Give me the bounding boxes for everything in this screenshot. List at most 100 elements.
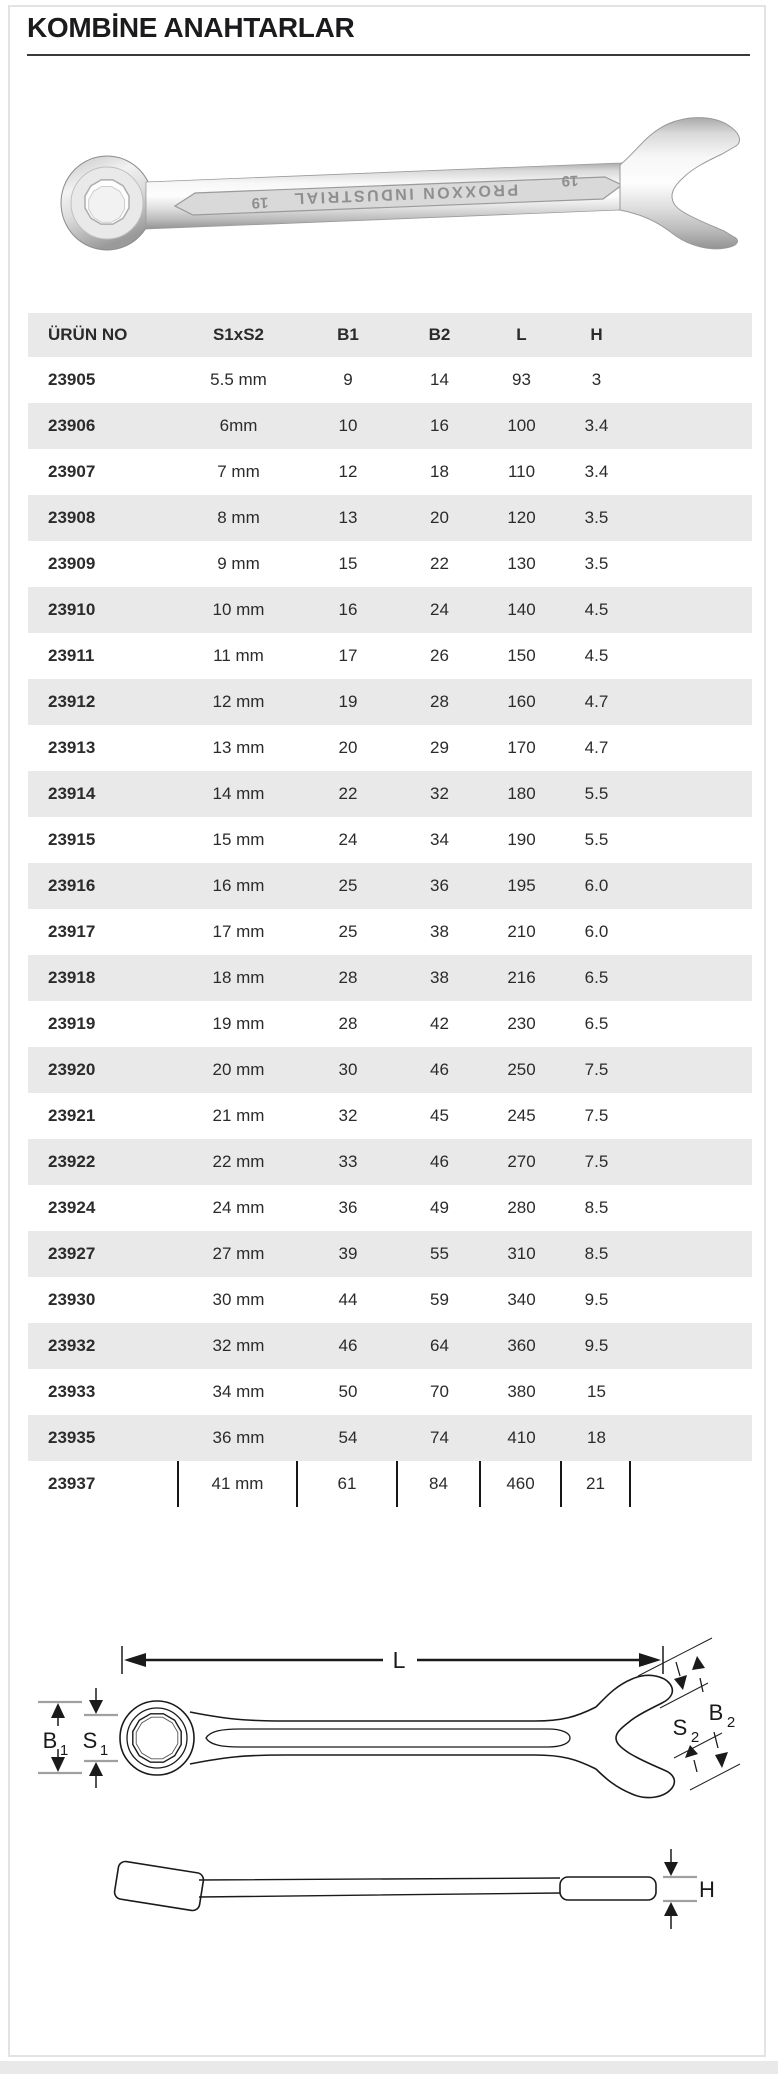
table-cell-filler xyxy=(631,1139,752,1185)
table-row: 23921 21 mm 32 45 245 7.5 xyxy=(28,1093,752,1139)
table-cell: 24 mm xyxy=(212,1198,265,1217)
table-cell: 9 mm xyxy=(217,554,260,573)
table-cell: 22 xyxy=(338,784,358,803)
table-cell: 30 xyxy=(338,1060,358,1079)
table-cell-filler xyxy=(631,909,752,955)
dimension-diagrams: L B 1 S 1 S 2 xyxy=(38,1637,741,1929)
table-cell: 19 xyxy=(338,692,358,711)
page-bottom-strip xyxy=(0,2061,778,2074)
table-cell: 13 mm xyxy=(212,738,265,757)
table-cell: 23935 xyxy=(48,1428,96,1447)
table-cell: 3.4 xyxy=(584,462,609,481)
table-cell: 61 xyxy=(298,1461,398,1507)
table-cell: 23918 xyxy=(48,968,96,987)
table-cell-filler xyxy=(631,1231,752,1277)
table-cell-filler xyxy=(631,1369,752,1415)
dim-L-label: L xyxy=(393,1647,406,1673)
table-cell: 100 xyxy=(507,416,536,435)
table-row: 23935 36 mm 54 74 410 18 xyxy=(28,1415,752,1461)
table-cell: 180 xyxy=(507,784,536,803)
table-cell-filler xyxy=(631,679,752,725)
table-cell: 5.5 xyxy=(584,784,609,803)
table-cell: 59 xyxy=(430,1290,449,1309)
table-cell: 17 xyxy=(338,646,358,665)
table-cell: 36 xyxy=(430,876,449,895)
table-cell: 23937 xyxy=(28,1461,179,1507)
wrench-ring-end xyxy=(60,155,154,251)
table-cell: 7.5 xyxy=(584,1106,609,1125)
col-header-l: L xyxy=(516,325,527,344)
table-cell-filler xyxy=(631,495,752,541)
table-cell: 46 xyxy=(338,1336,358,1355)
table-cell-filler xyxy=(631,1461,752,1507)
table-cell: 23912 xyxy=(48,692,96,711)
table-cell: 8 mm xyxy=(217,508,260,527)
col-header-b2: B2 xyxy=(428,325,451,344)
table-cell: 250 xyxy=(507,1060,536,1079)
table-cell: 270 xyxy=(507,1152,536,1171)
dim-H-label: H xyxy=(699,1877,715,1902)
table-row: 23905 5.5 mm 9 14 93 3 xyxy=(28,357,752,403)
table-cell: 4.5 xyxy=(584,600,609,619)
table-row: 23907 7 mm 12 18 110 3.4 xyxy=(28,449,752,495)
table-cell: 64 xyxy=(430,1336,449,1355)
table-cell: 27 mm xyxy=(212,1244,265,1263)
table-cell: 24 xyxy=(338,830,358,849)
table-cell: 190 xyxy=(507,830,536,849)
table-cell: 9.5 xyxy=(584,1290,609,1309)
table-cell: 32 xyxy=(338,1106,358,1125)
wrench-open-end xyxy=(619,117,740,250)
table-cell: 3.5 xyxy=(584,508,609,527)
table-cell: 23933 xyxy=(48,1382,96,1401)
dim-B2-label: B xyxy=(709,1700,724,1725)
table-cell: 28 xyxy=(430,692,449,711)
table-cell: 45 xyxy=(430,1106,449,1125)
table-cell: 36 xyxy=(338,1198,358,1217)
table-cell: 21 xyxy=(562,1461,631,1507)
table-cell: 340 xyxy=(507,1290,536,1309)
table-row: 23937 41 mm 61 84 460 21 xyxy=(28,1461,752,1507)
table-cell: 42 xyxy=(430,1014,449,1033)
table-row: 23916 16 mm 25 36 195 6.0 xyxy=(28,863,752,909)
page-title: KOMBİNE ANAHTARLAR xyxy=(27,12,355,43)
table-cell: 20 xyxy=(338,738,358,757)
table-row: 23906 6mm 10 16 100 3.4 xyxy=(28,403,752,449)
table-row: 23908 8 mm 13 20 120 3.5 xyxy=(28,495,752,541)
table-cell-filler xyxy=(631,357,752,403)
table-cell-filler xyxy=(631,771,752,817)
table-cell: 170 xyxy=(507,738,536,757)
dim-L: L xyxy=(121,1646,664,1674)
table-cell: 36 mm xyxy=(212,1428,265,1447)
table-cell: 3 xyxy=(591,370,602,389)
table-row: 23918 18 mm 28 38 216 6.5 xyxy=(28,955,752,1001)
table-cell-filler xyxy=(631,587,752,633)
table-cell: 22 xyxy=(430,554,449,573)
table-cell: 23915 xyxy=(48,830,96,849)
table-cell: 23911 xyxy=(48,646,95,665)
table-cell: 18 xyxy=(430,462,449,481)
dim-S2-label: S xyxy=(673,1715,688,1740)
table-cell: 22 mm xyxy=(212,1152,265,1171)
table-cell: 23924 xyxy=(48,1198,96,1217)
table-cell: 24 xyxy=(430,600,449,619)
table-cell: 28 xyxy=(338,1014,358,1033)
table-cell: 23932 xyxy=(48,1336,96,1355)
table-cell: 216 xyxy=(507,968,536,987)
table-cell: 23913 xyxy=(48,738,96,757)
table-cell: 20 mm xyxy=(212,1060,265,1079)
product-photo-wrench: 19 PROXXON INDUSTRIAL 19 xyxy=(60,117,740,251)
table-header-row: ÜRÜN NO S1xS2 B1 B2 L H xyxy=(28,313,752,357)
table-cell: 7 mm xyxy=(217,462,260,481)
table-cell: 29 xyxy=(430,738,449,757)
dim-B2: B 2 xyxy=(692,1656,735,1768)
table-cell: 46 xyxy=(430,1152,449,1171)
table-cell-filler xyxy=(631,541,752,587)
table-cell: 15 xyxy=(587,1382,606,1401)
table-cell: 10 mm xyxy=(212,600,265,619)
table-cell-filler xyxy=(631,633,752,679)
table-row: 23917 17 mm 25 38 210 6.0 xyxy=(28,909,752,955)
table-cell: 19 mm xyxy=(212,1014,265,1033)
table-cell: 46 xyxy=(430,1060,449,1079)
title-rule xyxy=(27,54,750,56)
table-cell: 93 xyxy=(512,370,531,389)
